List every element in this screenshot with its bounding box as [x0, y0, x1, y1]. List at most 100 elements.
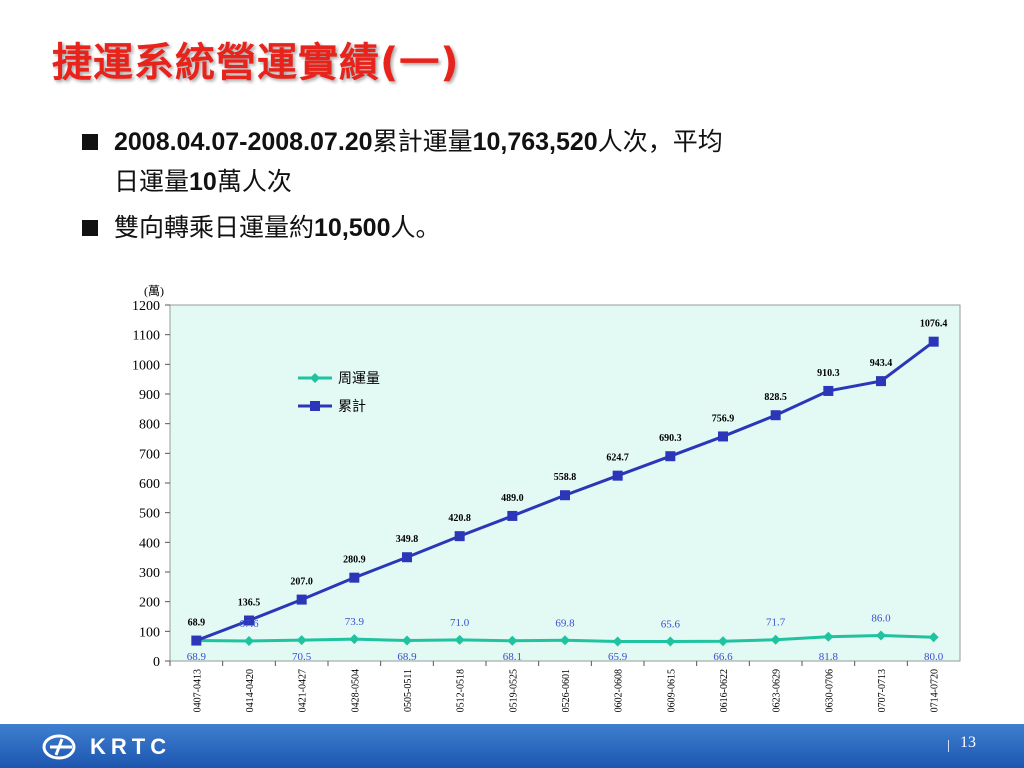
cumulative-point [612, 470, 623, 481]
cumulative-data-label: 756.9 [712, 413, 735, 424]
x-tick-label: 0623-0629 [772, 669, 783, 712]
weekly-point [402, 635, 412, 646]
cumulative-unit: 人次，平均 [597, 127, 723, 156]
y-tick-label: 300 [139, 566, 160, 581]
cumulative-point [507, 510, 518, 521]
legend-marker [310, 401, 320, 411]
weekly-data-label: 68.9 [187, 651, 207, 663]
weekly-point [823, 631, 834, 642]
weekly-point [770, 634, 781, 645]
y-tick-label: 100 [139, 625, 160, 640]
cumulative-data-label: 828.5 [764, 392, 787, 403]
daily-value: 10 [189, 168, 217, 196]
weekly-data-label: 65.6 [661, 619, 681, 631]
weekly-data-label: 71.0 [450, 617, 470, 629]
cumulative-point [770, 410, 781, 421]
cumulative-point [296, 594, 307, 605]
weekly-point [244, 635, 254, 646]
bullet-item-ridership: 2008.04.07-2008.07.20累計運量10,763,520人次，平均… [82, 122, 982, 202]
ridership-line-chart: (萬) 0 100 200 300 400 500 600 700 800 900 1000 1100 1… [132, 284, 961, 712]
page-number: 13 [960, 734, 976, 751]
bullet-square-icon [82, 134, 98, 150]
daily-label: 日運量 [114, 167, 190, 196]
cumulative-point [191, 635, 202, 646]
transfer-label: 雙向轉乘日運量約 [114, 213, 315, 242]
date-range: 2008.04.07-2008.07.20 [114, 128, 373, 156]
x-tick-label: 0630-0706 [824, 669, 835, 712]
transfer-unit: 人。 [390, 213, 441, 242]
weekly-point [876, 630, 886, 641]
x-tick-label: 0526-0601 [561, 669, 572, 712]
x-tick-label: 0428-0504 [350, 669, 361, 712]
weekly-point [665, 636, 676, 647]
weekly-data-label: 67.6 [239, 618, 259, 630]
weekly-point [507, 635, 518, 646]
weekly-data-label: 68.1 [503, 651, 522, 663]
weekly-data-label: 65.9 [608, 651, 628, 663]
footer-bar [0, 724, 1024, 768]
cumulative-point [718, 431, 728, 442]
cumulative-point [454, 531, 465, 542]
weekly-data-label: 81.8 [819, 651, 839, 663]
x-tick-label: 0707-0713 [877, 669, 888, 712]
y-tick-label: 600 [139, 477, 160, 492]
x-tick-label: 0714-0720 [930, 669, 941, 712]
cumulative-data-label: 1076.4 [920, 319, 948, 330]
y-unit-label: (萬) [144, 284, 164, 298]
bullet-item-transfer: 雙向轉乘日運量約10,500人。 [82, 208, 982, 248]
x-tick-label: 0505-0511 [403, 669, 414, 712]
cumulative-point [244, 615, 254, 626]
weekly-data-label: 80.0 [924, 651, 944, 663]
legend-label: 累計 [338, 399, 366, 415]
page-title: 捷運系統營運實績(一) [52, 40, 460, 86]
legend-label: 周運量 [338, 371, 380, 387]
weekly-point [612, 636, 623, 647]
cumulative-value: 10,763,520 [472, 128, 598, 156]
y-tick-label: 200 [139, 596, 160, 611]
cumulative-data-label: 420.8 [448, 513, 471, 524]
x-tick-label: 0414-0420 [245, 669, 256, 712]
y-tick-label: 800 [139, 418, 160, 433]
cumulative-point [665, 451, 676, 462]
legend-marker [310, 373, 320, 383]
weekly-point [718, 636, 728, 647]
weekly-data-label: 86.0 [871, 612, 891, 624]
cumulative-data-label: 558.8 [554, 472, 577, 483]
cumulative-data-label: 489.0 [501, 493, 524, 504]
weekly-data-label: 70.5 [292, 651, 312, 663]
page-divider [948, 740, 949, 752]
cumulative-point [402, 552, 412, 563]
logo-text: KRTC [90, 734, 172, 759]
bullet-list: 2008.04.07-2008.07.20累計運量10,763,520人次，平均… [82, 122, 982, 254]
cumulative-data-label: 280.9 [343, 555, 366, 566]
cumulative-data-label: 943.4 [870, 358, 893, 369]
cumulative-data-label: 207.0 [290, 577, 313, 588]
cumulative-point [823, 385, 834, 396]
cumulative-data-label: 624.7 [606, 453, 629, 464]
weekly-point [928, 632, 939, 643]
y-tick-label: 400 [139, 536, 160, 551]
krtc-logo-icon [42, 734, 76, 760]
cumulative-data-label: 910.3 [817, 368, 840, 379]
cumulative-data-label: 349.8 [396, 534, 419, 545]
weekly-data-label: 68.9 [397, 651, 417, 663]
weekly-point [296, 635, 307, 646]
x-tick-label: 0602-0608 [614, 669, 625, 712]
x-tick-label: 0407-0413 [192, 669, 203, 712]
weekly-data-label: 66.6 [713, 651, 733, 663]
y-tick-label: 500 [139, 507, 160, 522]
y-tick-label: 700 [139, 447, 160, 462]
cumulative-point [560, 490, 570, 501]
cumulative-point [349, 572, 360, 583]
x-tick-label: 0519-0525 [508, 669, 519, 712]
x-tick-label: 0609-0615 [666, 669, 677, 712]
weekly-point [454, 634, 465, 645]
y-tick-label: 0 [153, 655, 160, 670]
cumulative-data-label: 690.3 [659, 433, 682, 444]
cumulative-point [928, 336, 939, 347]
x-tick-label: 0512-0518 [456, 669, 467, 712]
weekly-data-label: 69.8 [555, 617, 575, 629]
cumulative-label: 累計運量 [372, 127, 473, 156]
cumulative-point [876, 376, 886, 387]
cumulative-data-label: 136.5 [238, 598, 261, 609]
